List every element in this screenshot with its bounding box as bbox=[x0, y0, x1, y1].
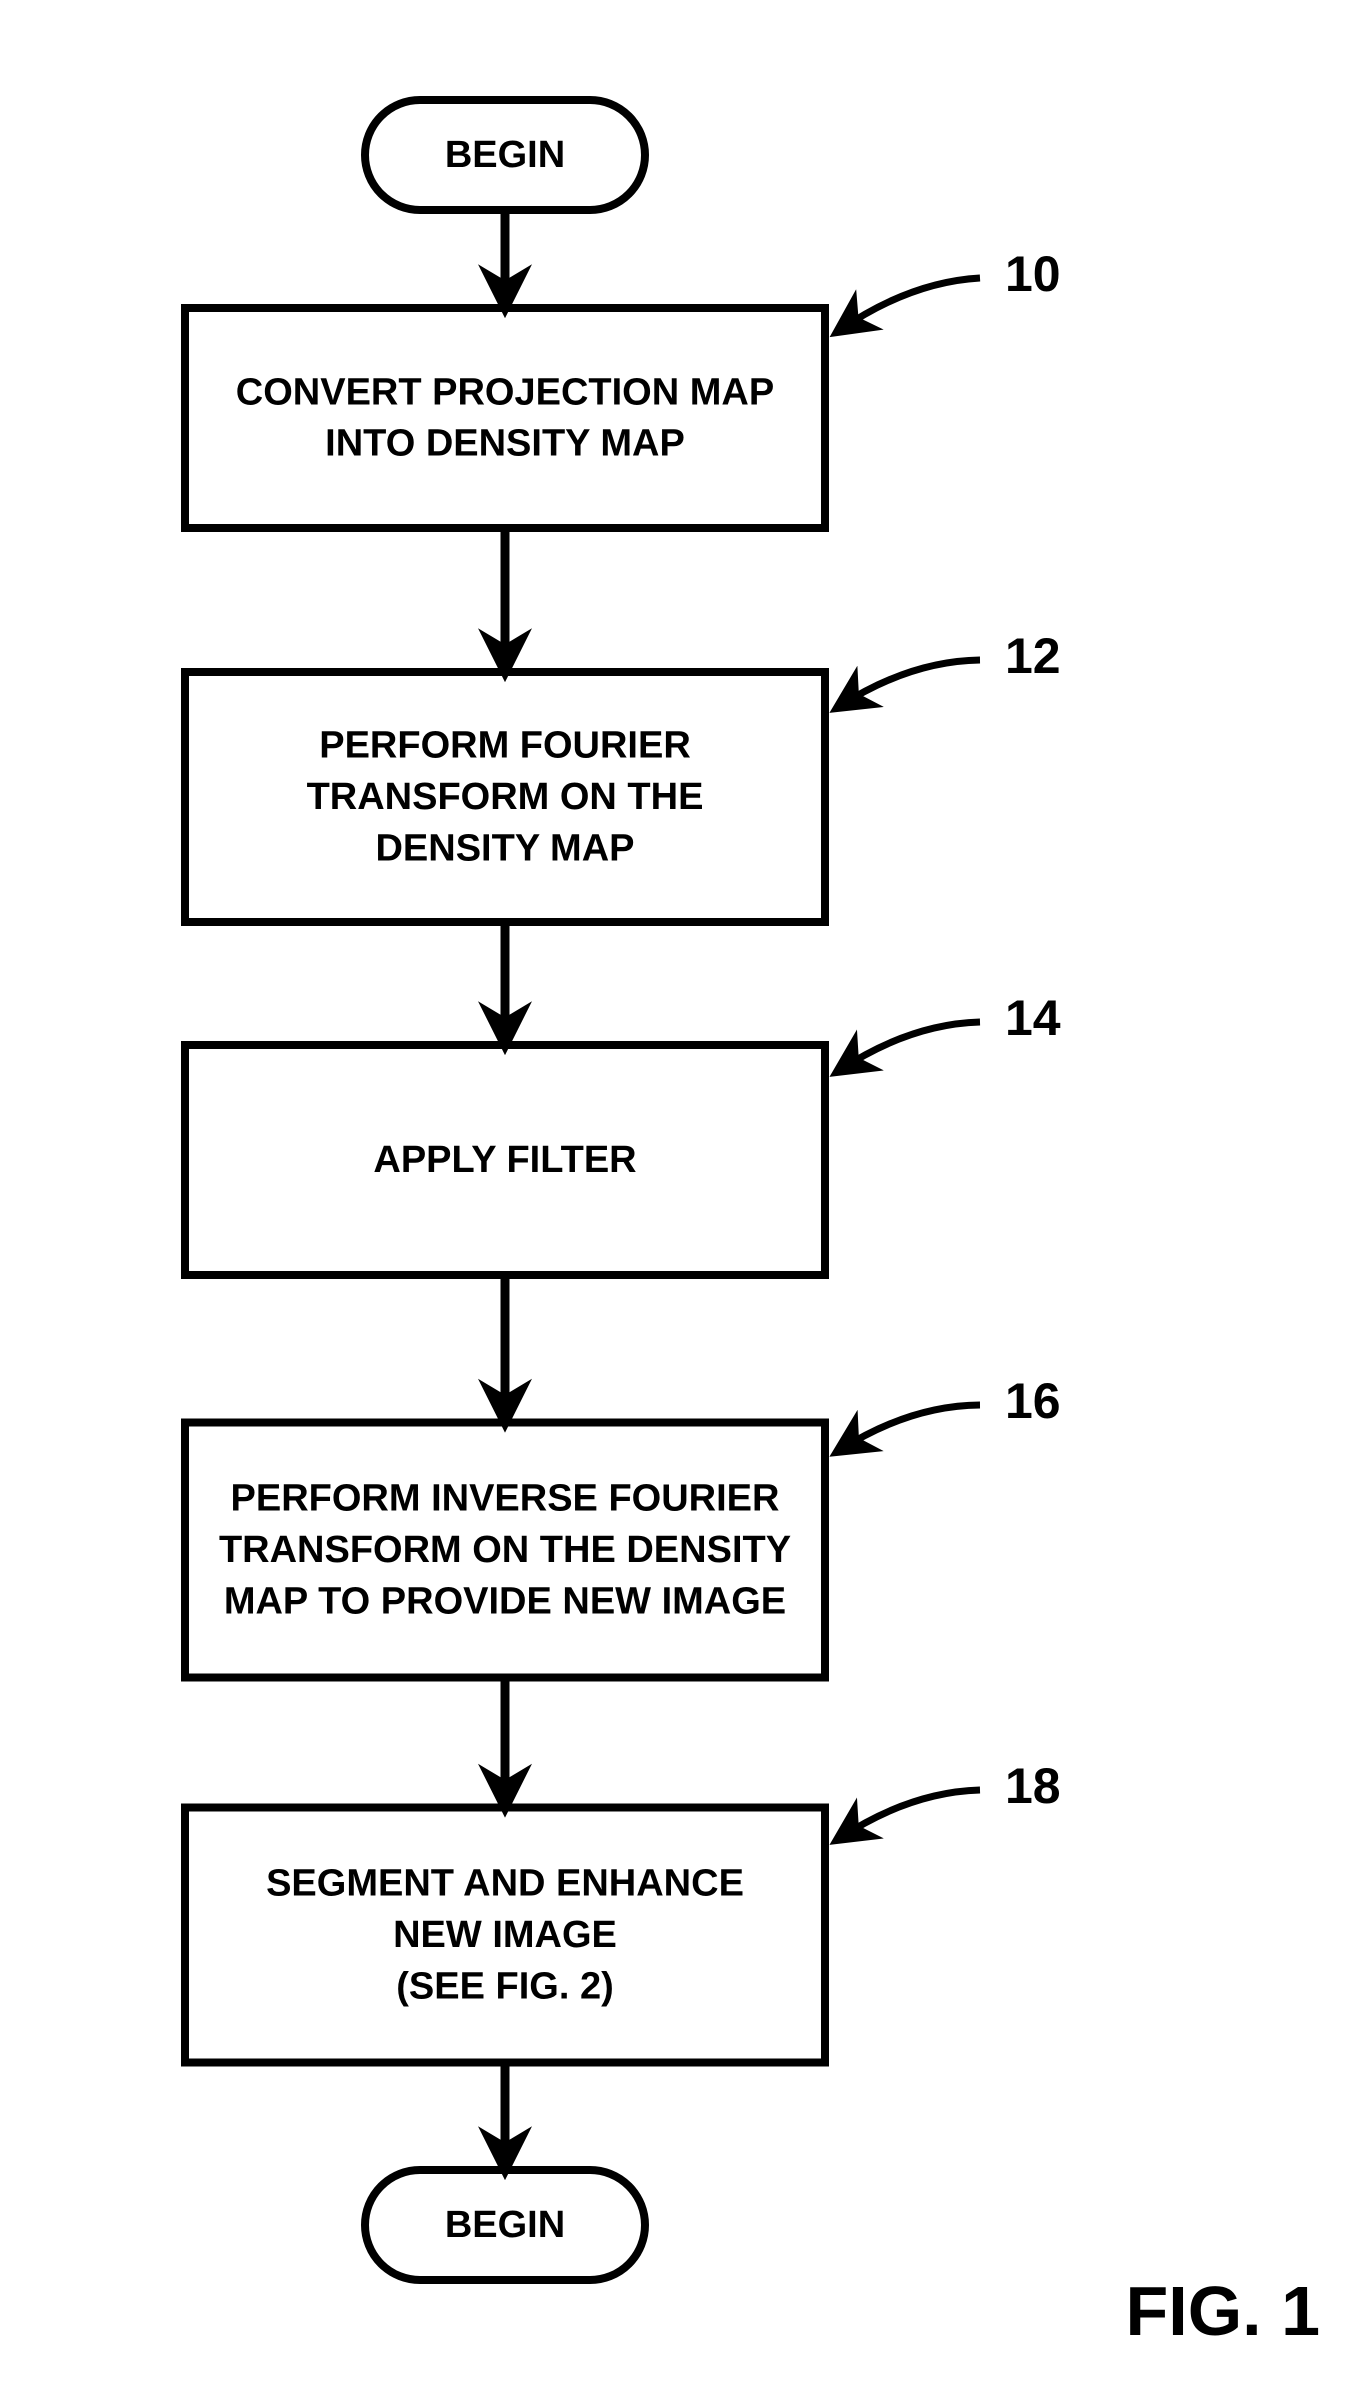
step10-line-0: CONVERT PROJECTION MAP bbox=[236, 371, 774, 413]
step18-line-1: NEW IMAGE bbox=[393, 1914, 617, 1956]
step16-line-2: MAP TO PROVIDE NEW IMAGE bbox=[224, 1580, 786, 1622]
callout-14-arrow bbox=[840, 1022, 980, 1070]
callout-18-arrow bbox=[840, 1790, 980, 1838]
step12: PERFORM FOURIER TRANSFORM ON THE DENSITY M… bbox=[185, 672, 825, 922]
step14-line-0: APPLY FILTER bbox=[373, 1139, 636, 1181]
step12-line-1: TRANSFORM ON THE bbox=[307, 776, 704, 818]
callout-16: 16 bbox=[840, 1373, 1061, 1450]
callout-12-arrow bbox=[840, 660, 980, 706]
step14: APPLY FILTER bbox=[185, 1045, 825, 1275]
flowchart-figure: BEGIN CONVERT PROJECTION MAP INTO DENSITY … bbox=[0, 0, 1370, 2389]
step16-line-0: PERFORM INVERSE FOURIER bbox=[231, 1478, 780, 1520]
callout-16-arrow bbox=[840, 1405, 980, 1450]
callout-14: 14 bbox=[840, 990, 1061, 1070]
callout-10: 10 bbox=[840, 246, 1061, 330]
step12-line-0: PERFORM FOURIER bbox=[319, 725, 691, 767]
callout-16-label: 16 bbox=[1005, 1373, 1061, 1429]
step18-line-2: (SEE FIG. 2) bbox=[396, 1965, 613, 2007]
begin_top-label: BEGIN bbox=[445, 134, 565, 176]
step16-line-1: TRANSFORM ON THE DENSITY bbox=[219, 1529, 791, 1571]
step10-line-1: INTO DENSITY MAP bbox=[325, 423, 685, 465]
callout-10-arrow bbox=[840, 278, 980, 330]
callout-12: 12 bbox=[840, 628, 1061, 706]
figure-caption: FIG. 1 bbox=[1126, 2272, 1320, 2350]
begin_top: BEGIN bbox=[365, 100, 645, 210]
step10: CONVERT PROJECTION MAP INTO DENSITY MAP bbox=[185, 308, 825, 528]
callout-14-label: 14 bbox=[1005, 990, 1061, 1046]
begin_bot: BEGIN bbox=[365, 2170, 645, 2280]
callout-10-label: 10 bbox=[1005, 246, 1061, 302]
callout-12-label: 12 bbox=[1005, 628, 1061, 684]
step18-line-0: SEGMENT AND ENHANCE bbox=[266, 1863, 744, 1905]
step18: SEGMENT AND ENHANCE NEW IMAGE (SEE FIG. 2) bbox=[185, 1808, 825, 2063]
callout-18-label: 18 bbox=[1005, 1758, 1061, 1814]
step16: PERFORM INVERSE FOURIER TRANSFORM ON THE … bbox=[185, 1423, 825, 1678]
begin_bot-label: BEGIN bbox=[445, 2204, 565, 2246]
step12-line-2: DENSITY MAP bbox=[375, 827, 634, 869]
callout-18: 18 bbox=[840, 1758, 1061, 1838]
